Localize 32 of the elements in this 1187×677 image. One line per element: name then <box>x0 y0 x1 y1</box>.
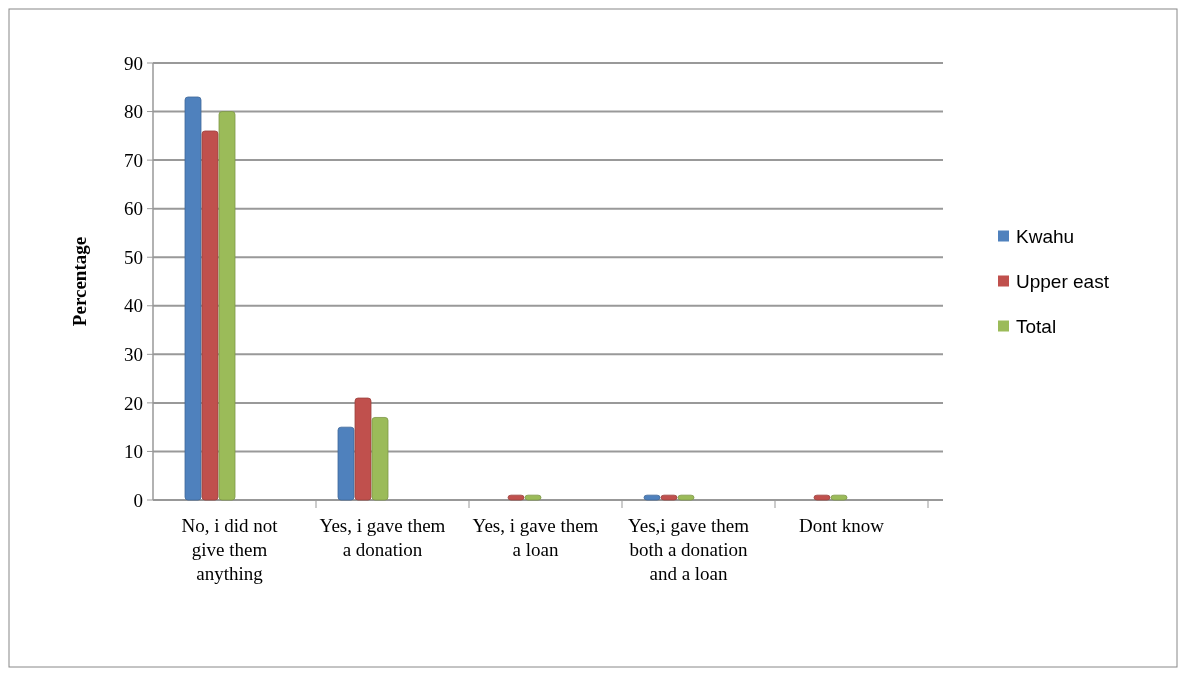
legend-label: Total <box>1016 316 1057 338</box>
y-tick-label: 0 <box>133 489 143 511</box>
y-tick-label: 60 <box>124 198 143 220</box>
bar <box>813 494 831 501</box>
x-tick-label: Yes, i gave them a donation <box>319 515 446 560</box>
x-tick-label: Dont know <box>799 515 885 536</box>
bar <box>201 130 219 501</box>
bar <box>184 96 202 501</box>
y-tick-label: 30 <box>124 343 143 365</box>
bar <box>507 494 525 501</box>
bar <box>524 494 542 501</box>
legend-label: Upper east <box>1016 271 1110 293</box>
x-tick-label: Yes, i gave them a loan <box>472 515 599 560</box>
bar <box>337 426 355 501</box>
y-tick-label: 70 <box>124 149 143 171</box>
bar <box>354 397 372 501</box>
bar <box>371 417 389 501</box>
x-tick-label: No, i did not give them anything <box>181 515 279 584</box>
bar <box>660 494 678 501</box>
bar <box>643 494 661 501</box>
y-axis-title: Percentage <box>69 236 90 327</box>
bar <box>218 111 236 501</box>
y-tick-label: 10 <box>124 441 143 463</box>
y-tick-label: 80 <box>124 101 143 123</box>
y-tick-label: 20 <box>124 392 143 414</box>
y-tick-label: 50 <box>124 246 143 268</box>
legend-label: Kwahu <box>1016 226 1075 248</box>
x-tick-label: Yes,i gave them both a donation and a loan <box>627 515 750 584</box>
bar <box>677 494 695 501</box>
y-tick-label: 90 <box>124 52 143 74</box>
bar <box>830 494 848 501</box>
y-tick-label: 40 <box>124 295 143 317</box>
